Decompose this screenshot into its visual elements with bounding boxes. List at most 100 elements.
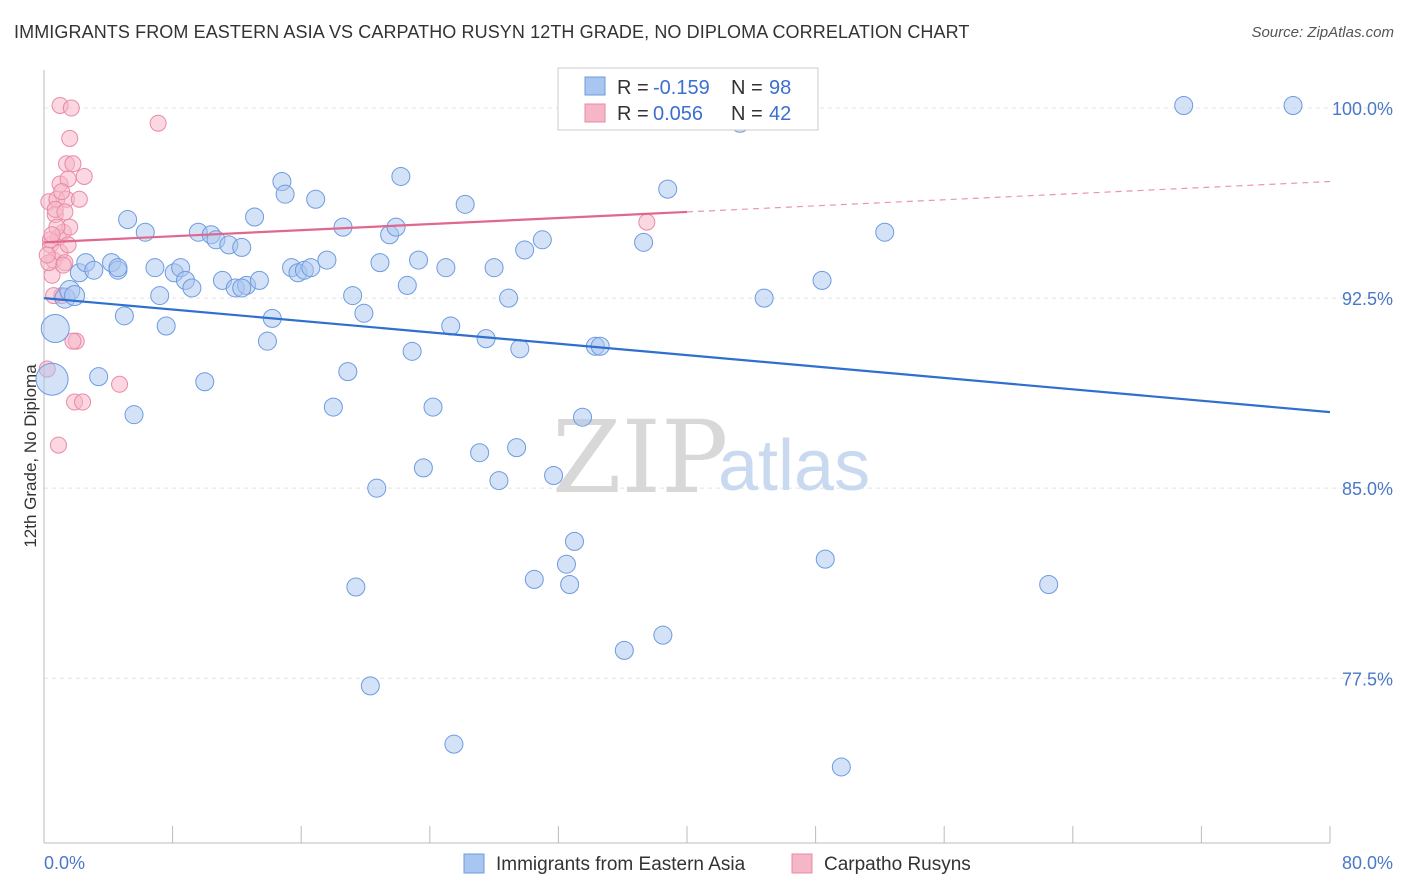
chart-title: IMMIGRANTS FROM EASTERN ASIA VS CARPATHO… xyxy=(14,22,970,42)
carpatho-rusyns-point xyxy=(38,246,56,264)
series-legend-swatch-blue xyxy=(463,853,485,874)
eastern-asia-point xyxy=(397,275,417,295)
series-legend-label-blue: Immigrants from Eastern Asia xyxy=(496,854,746,875)
eastern-asia-point xyxy=(323,397,343,417)
eastern-asia-point xyxy=(40,314,70,344)
eastern-asia-point xyxy=(360,676,380,696)
eastern-asia-point xyxy=(301,258,321,278)
eastern-asia-point xyxy=(124,405,144,425)
eastern-asia-point xyxy=(556,554,576,574)
eastern-asia-point xyxy=(354,303,374,323)
legend-r-label-2: R = xyxy=(617,103,649,125)
eastern-asia-point xyxy=(754,288,774,308)
eastern-asia-point xyxy=(89,367,109,387)
eastern-asia-point xyxy=(275,184,295,204)
eastern-asia-point xyxy=(573,407,593,427)
eastern-asia-point xyxy=(653,625,673,645)
legend-n-value-2: 42 xyxy=(769,103,791,125)
eastern-asia-point xyxy=(114,306,134,326)
eastern-asia-point xyxy=(367,478,387,498)
eastern-asia-point xyxy=(470,443,490,463)
eastern-asia-point xyxy=(544,466,564,486)
eastern-asia-point xyxy=(564,531,584,551)
carpatho-rusyns-point xyxy=(638,213,656,231)
eastern-asia-point xyxy=(658,179,678,199)
eastern-asia-point xyxy=(1174,95,1194,115)
eastern-asia-point xyxy=(875,222,895,242)
eastern-asia-point xyxy=(346,577,366,597)
carpatho-rusyns-point xyxy=(64,155,82,173)
carpatho-rusyns-point xyxy=(59,236,77,254)
eastern-asia-point xyxy=(614,640,634,660)
eastern-asia-point xyxy=(64,285,86,307)
eastern-asia-point xyxy=(84,260,104,280)
carpatho-rusyns-points xyxy=(38,96,656,454)
chart-source: Source: ZipAtlas.com xyxy=(1251,24,1394,41)
eastern-asia-trendline xyxy=(43,297,1331,414)
y-tick-label: 100.0% xyxy=(1332,99,1393,119)
carpatho-rusyns-point xyxy=(149,114,167,132)
carpatho-rusyns-point xyxy=(54,256,72,274)
legend-r-value-2: 0.056 xyxy=(653,103,703,125)
legend-n-label-2: N = xyxy=(731,103,763,125)
x-tick-label-min: 0.0% xyxy=(44,853,85,873)
legend-swatch-pink xyxy=(584,103,606,123)
series-legend: Immigrants from Eastern Asia Carpatho Ru… xyxy=(463,853,971,875)
legend-n-value-1: 98 xyxy=(769,77,791,99)
carpatho-rusyns-trendline-extension xyxy=(686,180,1331,213)
legend-swatch-blue xyxy=(584,76,606,96)
eastern-asia-point xyxy=(150,286,170,306)
series-legend-label-pink: Carpatho Rusyns xyxy=(824,854,971,875)
eastern-asia-point xyxy=(182,278,202,298)
eastern-asia-point xyxy=(391,166,411,186)
eastern-asia-point xyxy=(532,230,552,250)
carpatho-rusyns-point xyxy=(56,203,74,221)
watermark-atlas: atlas xyxy=(718,426,870,506)
eastern-asia-point xyxy=(402,341,422,361)
eastern-asia-point xyxy=(489,471,509,491)
eastern-asia-point xyxy=(195,372,215,392)
eastern-asia-point xyxy=(232,237,252,257)
axes xyxy=(43,70,1331,844)
carpatho-rusyns-point xyxy=(61,129,79,147)
y-tick-labels: 77.5% 85.0% 92.5% 100.0% xyxy=(1332,99,1393,689)
eastern-asia-point xyxy=(257,331,277,351)
eastern-asia-point xyxy=(524,569,544,589)
y-axis-label: 12th Grade, No Diploma xyxy=(21,364,40,548)
eastern-asia-point xyxy=(455,194,475,214)
eastern-asia-point xyxy=(515,240,535,260)
legend-r-label-1: R = xyxy=(617,77,649,99)
eastern-asia-point xyxy=(232,278,252,298)
carpatho-rusyns-point xyxy=(49,436,67,454)
eastern-asia-point xyxy=(249,270,269,290)
trendlines xyxy=(43,180,1331,414)
eastern-asia-point xyxy=(338,362,358,382)
eastern-asia-point xyxy=(413,458,433,478)
eastern-asia-point xyxy=(409,250,429,270)
eastern-asia-point xyxy=(560,574,580,594)
eastern-asia-point xyxy=(484,258,504,278)
eastern-asia-point xyxy=(370,253,390,273)
carpatho-rusyns-point xyxy=(70,190,88,208)
x-tick-marks xyxy=(43,826,1331,843)
legend-r-value-1: -0.159 xyxy=(653,77,710,99)
carpatho-rusyns-point xyxy=(53,183,71,201)
eastern-asia-point xyxy=(423,397,443,417)
y-tick-label: 85.0% xyxy=(1342,479,1393,499)
eastern-asia-point xyxy=(386,217,406,237)
carpatho-rusyns-point xyxy=(64,332,82,350)
y-tick-label: 77.5% xyxy=(1342,669,1393,689)
x-tick-label-max: 80.0% xyxy=(1342,853,1393,873)
carpatho-rusyns-point xyxy=(62,99,80,117)
eastern-asia-point xyxy=(812,270,832,290)
eastern-asia-point xyxy=(634,232,654,252)
eastern-asia-point xyxy=(108,258,128,278)
legend-n-label-1: N = xyxy=(731,77,763,99)
watermark: ZIP atlas xyxy=(552,399,870,516)
eastern-asia-point xyxy=(145,258,165,278)
eastern-asia-point xyxy=(1039,574,1059,594)
carpatho-rusyns-trendline xyxy=(43,210,688,244)
eastern-asia-point xyxy=(436,258,456,278)
eastern-asia-point xyxy=(156,316,176,336)
